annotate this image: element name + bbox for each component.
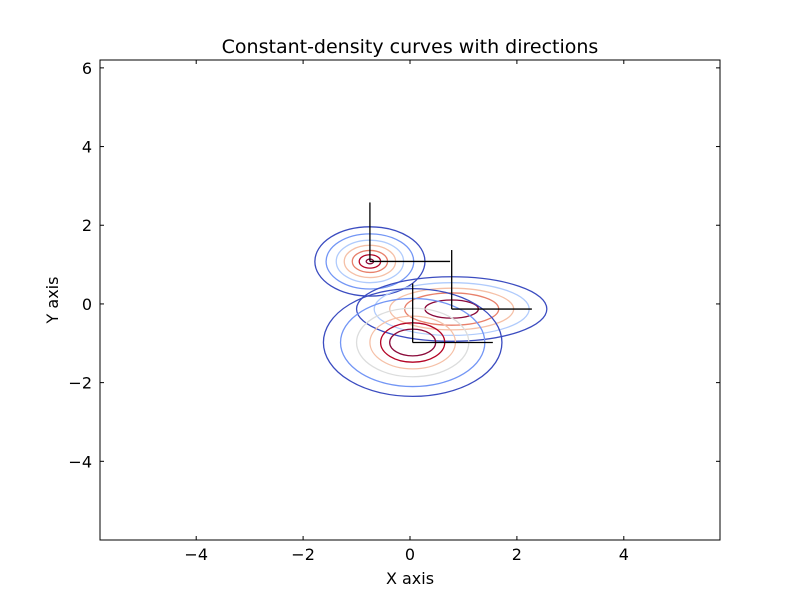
x-tick-label: 0 xyxy=(405,545,415,564)
x-tick-label: −4 xyxy=(184,545,208,564)
y-tick-label: −2 xyxy=(68,374,92,393)
x-axis-title: X axis xyxy=(386,569,434,588)
y-tick-label: 6 xyxy=(82,59,92,78)
y-tick-label: 0 xyxy=(82,295,92,314)
x-tick-label: 4 xyxy=(619,545,629,564)
y-tick-label: −4 xyxy=(68,452,92,471)
chart-title: Constant-density curves with directions xyxy=(222,36,599,58)
x-tick-label: 2 xyxy=(512,545,522,564)
x-tick-label: −2 xyxy=(291,545,315,564)
y-axis-title: Y axis xyxy=(43,277,62,325)
ticks-layer: −4 −2 0 2 4 −4 −2 0 2 4 6 xyxy=(68,59,720,564)
y-tick-label: 4 xyxy=(82,138,92,157)
directions-layer xyxy=(369,202,532,344)
y-tick-label: 2 xyxy=(82,216,92,235)
